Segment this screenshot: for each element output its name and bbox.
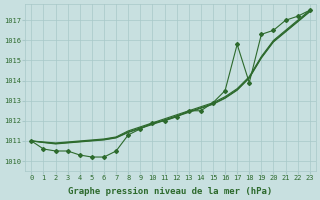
X-axis label: Graphe pression niveau de la mer (hPa): Graphe pression niveau de la mer (hPa) — [68, 187, 273, 196]
